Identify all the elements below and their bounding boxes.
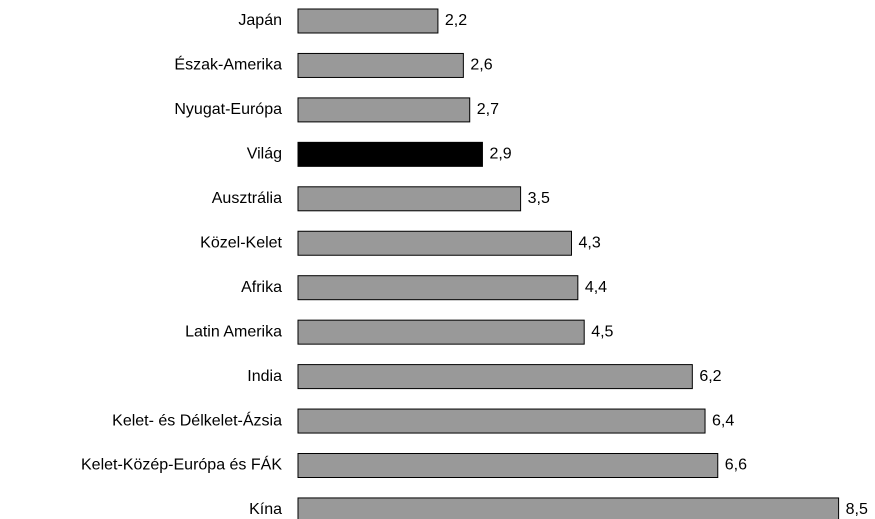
value-label: 6,6 bbox=[725, 457, 747, 474]
value-label: 3,5 bbox=[528, 190, 550, 207]
value-label: 4,5 bbox=[591, 323, 613, 340]
value-label: 8,5 bbox=[846, 501, 868, 518]
bar bbox=[297, 141, 483, 167]
value-label: 2,7 bbox=[477, 101, 499, 118]
category-label: Nyugat-Európa bbox=[174, 101, 282, 118]
bar bbox=[297, 497, 840, 519]
value-label: 2,6 bbox=[470, 57, 492, 74]
category-label: Latin Amerika bbox=[185, 323, 282, 340]
category-label: India bbox=[247, 368, 282, 385]
bar bbox=[297, 364, 693, 390]
bar bbox=[297, 275, 579, 301]
category-label: Afrika bbox=[241, 279, 282, 296]
bar bbox=[297, 230, 572, 256]
bar bbox=[297, 97, 471, 123]
category-label: Ausztrália bbox=[212, 190, 282, 207]
value-label: 2,9 bbox=[489, 146, 511, 163]
category-label: Kelet-Közép-Európa és FÁK bbox=[81, 455, 282, 474]
bar bbox=[297, 52, 464, 78]
value-label: 6,2 bbox=[699, 368, 721, 385]
category-label: Közel-Kelet bbox=[200, 234, 282, 251]
category-label: Világ bbox=[247, 146, 282, 163]
bar bbox=[297, 453, 719, 478]
category-label: Kína bbox=[249, 501, 282, 518]
value-label: 2,2 bbox=[445, 12, 467, 29]
bar bbox=[297, 8, 439, 34]
bar bbox=[297, 408, 706, 434]
value-label: 6,4 bbox=[712, 412, 734, 429]
bar bbox=[297, 319, 585, 345]
bar bbox=[297, 186, 522, 212]
category-label: Kelet- és Délkelet-Ázsia bbox=[112, 410, 282, 429]
value-label: 4,4 bbox=[585, 279, 607, 296]
category-label: Japán bbox=[238, 12, 282, 29]
category-label: Észak-Amerika bbox=[174, 55, 282, 74]
value-label: 4,3 bbox=[578, 234, 600, 251]
